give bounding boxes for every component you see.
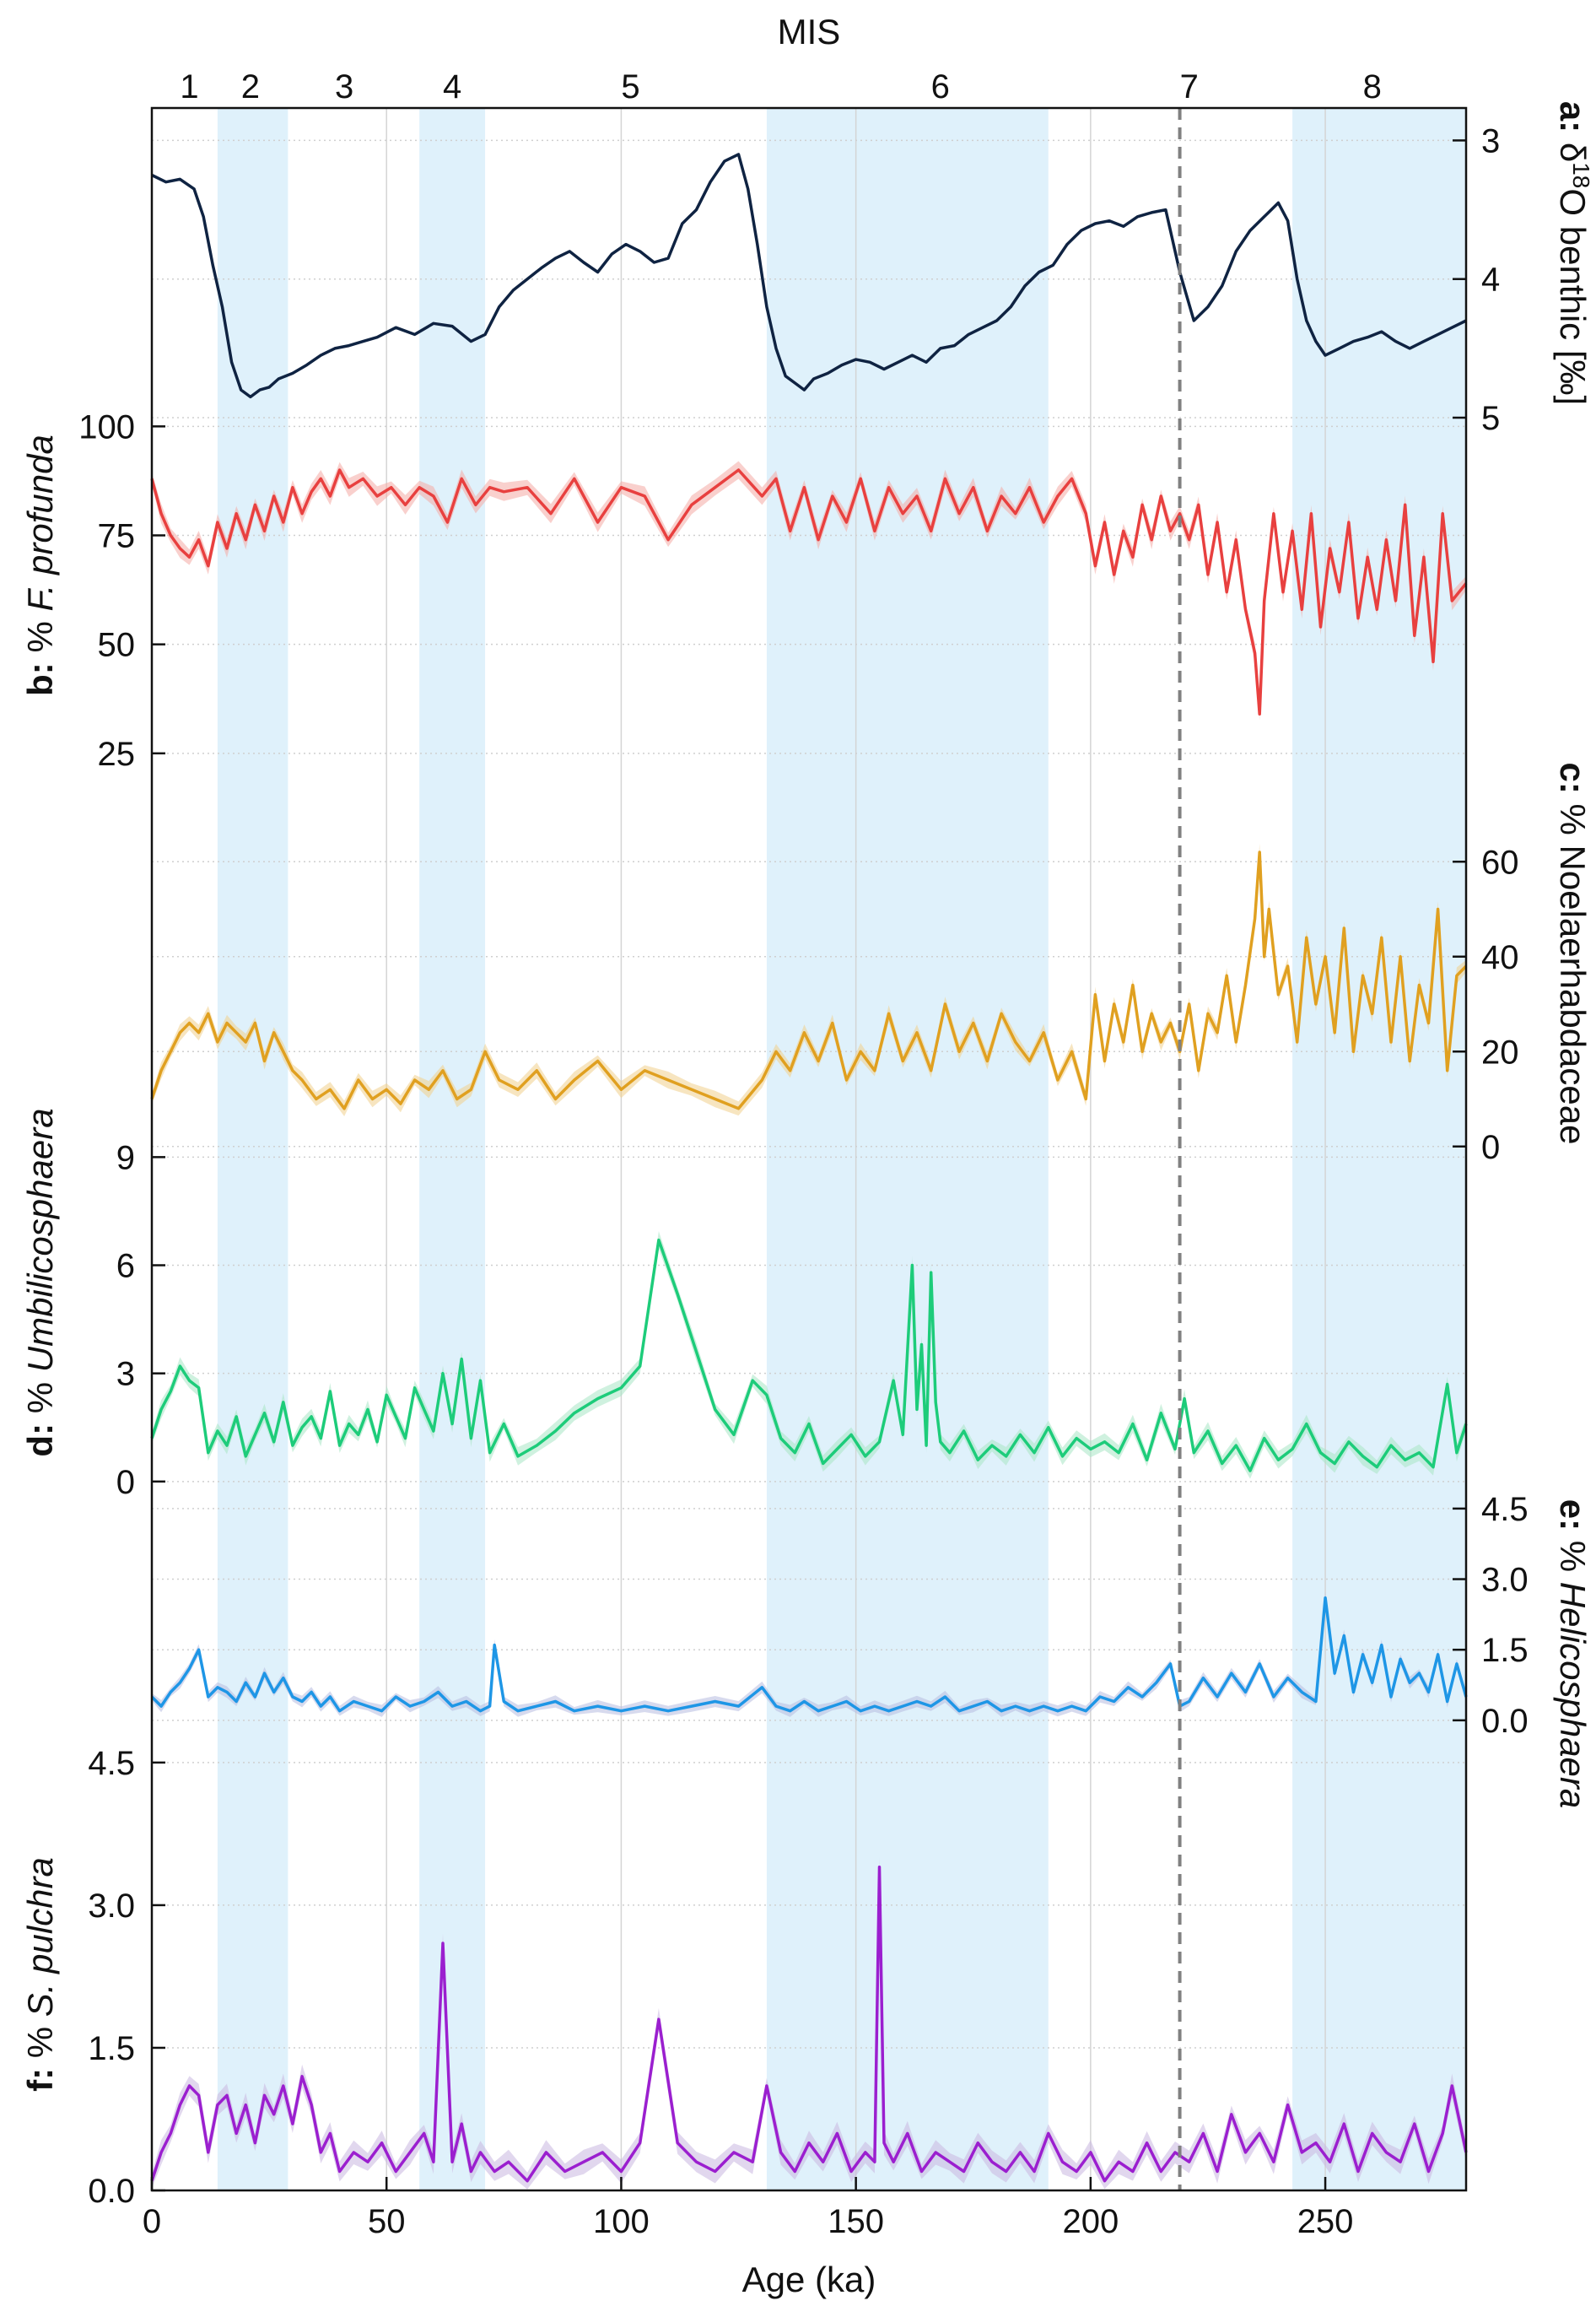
xtick-label-5: 250 [1297, 2203, 1354, 2240]
axis-title-e: e: % Helicosphaera [1553, 1499, 1593, 1809]
mis-label-5: 5 [621, 68, 639, 105]
ytick-label-a-0: 3 [1481, 122, 1500, 159]
glacial-shading-layer [217, 108, 1466, 2190]
ytick-label-f-3: 4.5 [88, 1745, 135, 1782]
ytick-label-d-2: 6 [116, 1248, 135, 1285]
axis-title-id-d: d: [20, 1423, 60, 1457]
axis-title-c: c: % Noelaerhabdaceae [1553, 763, 1593, 1145]
xtick-label-0: 0 [143, 2203, 161, 2240]
ytick-label-f-0: 0.0 [88, 2173, 135, 2210]
axis-title-tail-a: O benthic [‰] [1553, 188, 1593, 405]
series-band-f [152, 1857, 1466, 2190]
axis-title-text-f: % [20, 2017, 60, 2068]
series-line-b [150, 468, 1468, 716]
mis-label-8: 8 [1363, 68, 1382, 105]
xtick-label-1: 50 [368, 2203, 406, 2240]
axis-title-d: d: % Umbilicosphaera [20, 1108, 60, 1456]
glacial-band-4 [1292, 108, 1466, 2190]
x-axis-title: Age (ka) [742, 2260, 876, 2299]
axis-title-id-f: f: [20, 2068, 60, 2092]
ytick-label-c-0: 0 [1481, 1129, 1500, 1166]
axis-title-f: f: % S. pulchra [20, 1857, 60, 2092]
series-line-e [150, 1596, 1468, 1713]
ytick-label-b-2: 75 [98, 518, 136, 555]
gridlines-layer [152, 108, 1466, 2191]
axis-title-id-c: c: [1553, 763, 1593, 794]
ytick-label-f-1: 1.5 [88, 2030, 135, 2067]
ytick-label-b-3: 100 [78, 408, 135, 446]
ytick-label-b-0: 25 [98, 736, 136, 773]
axis-title-text-a: δ [1553, 132, 1593, 162]
mis-label-2: 2 [241, 68, 260, 105]
ytick-label-d-1: 3 [116, 1356, 135, 1393]
series-line-a [151, 153, 1467, 399]
xtick-label-4: 200 [1062, 2203, 1119, 2240]
ytick-label-a-1: 4 [1481, 262, 1500, 299]
axis-title-sup-a: 18 [1569, 162, 1595, 188]
axis-title-b: b: % F. profunda [20, 435, 60, 696]
ytick-label-e-2: 3.0 [1481, 1562, 1529, 1599]
series-line-c [150, 851, 1468, 1110]
ytick-label-e-1: 1.5 [1481, 1632, 1529, 1669]
plot-frame [150, 106, 1468, 2192]
ytick-label-d-0: 0 [116, 1464, 135, 1501]
ytick-label-c-1: 20 [1481, 1034, 1519, 1071]
ytick-label-c-2: 40 [1481, 939, 1519, 976]
ytick-label-d-3: 9 [116, 1139, 135, 1176]
mis-label-4: 4 [443, 68, 461, 105]
ytick-label-c-3: 60 [1481, 844, 1519, 881]
axes-layer [150, 106, 1468, 2192]
axis-title-italic-b: F. profunda [20, 435, 60, 611]
ytick-label-f-2: 3.0 [88, 1888, 135, 1925]
axis-title-id-a: a: [1553, 101, 1593, 132]
mis-label-6: 6 [931, 68, 950, 105]
mis-axis-title: MIS [778, 12, 841, 51]
axis-title-text-e: % [1553, 1531, 1593, 1582]
mis-label-7: 7 [1180, 68, 1199, 105]
axis-title-a: a: δ18O benthic [‰] [1553, 101, 1595, 405]
series-layer [150, 153, 1468, 2190]
mis-label-3: 3 [335, 68, 353, 105]
axis-title-italic-f: S. pulchra [20, 1857, 60, 2017]
series-line-d [150, 1238, 1468, 1472]
series-line-f [150, 1866, 1468, 2183]
axis-title-id-e: e: [1553, 1499, 1593, 1531]
ytick-label-b-1: 50 [98, 627, 136, 664]
axis-title-text-d: % [20, 1372, 60, 1423]
glacial-band-3 [766, 108, 1049, 2190]
glacial-band-1 [217, 108, 288, 2190]
xtick-label-2: 100 [593, 2203, 650, 2240]
axis-title-text-b: % [20, 612, 60, 663]
axis-title-text-c: % Noelaerhabdaceae [1553, 794, 1593, 1145]
xtick-label-3: 150 [828, 2203, 884, 2240]
axis-title-id-b: b: [20, 662, 60, 696]
glacial-band-2 [419, 108, 486, 2190]
ytick-label-e-3: 4.5 [1481, 1491, 1529, 1528]
ytick-label-e-0: 0.0 [1481, 1703, 1529, 1740]
mis-label-1: 1 [180, 68, 198, 105]
series-band-d [152, 1231, 1466, 1479]
axis-title-italic-d: Umbilicosphaera [20, 1108, 60, 1372]
axis-title-italic-e: Helicosphaera [1553, 1582, 1593, 1809]
ytick-label-a-2: 5 [1481, 400, 1500, 437]
